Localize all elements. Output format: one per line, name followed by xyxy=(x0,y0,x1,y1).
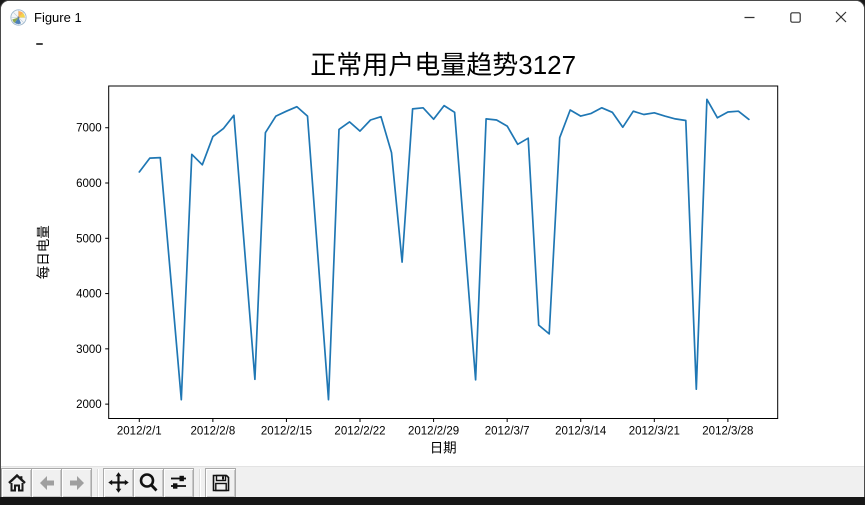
floppy-disk-icon xyxy=(212,474,229,491)
back-button[interactable] xyxy=(31,467,62,497)
navigation-toolbar xyxy=(1,466,864,497)
arrow-left-icon xyxy=(39,475,54,490)
forward-button[interactable] xyxy=(61,467,92,497)
x-tick-label: 2012/2/22 xyxy=(334,426,385,438)
minimize-icon xyxy=(744,16,754,18)
y-axis-label: 每日电量 xyxy=(36,225,51,279)
x-tick-label: 2012/2/29 xyxy=(408,426,459,438)
minimize-button[interactable] xyxy=(726,1,772,33)
x-tick-label: 2012/3/7 xyxy=(485,426,530,438)
x-tick-label: 2012/3/21 xyxy=(629,426,680,438)
figure-canvas: 2012/2/1 2012/2/8 2012/2/15 2012/2/22 2012/2… xyxy=(1,33,864,466)
matplotlib-logo-icon xyxy=(10,8,27,26)
y-tick-label: 3000 xyxy=(76,344,102,356)
save-button[interactable] xyxy=(205,467,236,497)
x-axis-label: 日期 xyxy=(430,441,457,456)
pan-button[interactable] xyxy=(103,467,134,497)
y-tick-label: 4000 xyxy=(76,289,102,301)
maximize-button[interactable] xyxy=(772,1,818,33)
close-button[interactable] xyxy=(818,1,864,33)
x-tick-label: 2012/3/28 xyxy=(702,426,753,438)
arrow-right-icon xyxy=(69,475,84,490)
close-icon xyxy=(835,11,847,23)
maximize-icon xyxy=(789,11,801,23)
data-series-line xyxy=(138,98,750,401)
x-tick-label: 2012/2/1 xyxy=(117,426,162,438)
x-tick-label: 2012/3/14 xyxy=(555,426,607,438)
sliders-icon xyxy=(171,475,186,489)
zoom-button[interactable] xyxy=(133,467,164,497)
x-tick-label: 2012/2/15 xyxy=(261,426,312,438)
magnifier-icon xyxy=(139,473,158,492)
y-tick-label: 7000 xyxy=(76,123,102,135)
artifact-dash xyxy=(36,43,43,45)
home-icon xyxy=(7,473,26,491)
toolbar-separator xyxy=(97,468,99,497)
axes-spines xyxy=(108,85,779,419)
y-tick-label: 2000 xyxy=(76,399,102,411)
move-icon xyxy=(108,472,129,493)
toolbar-separator xyxy=(199,468,201,497)
chart-title: 正常用户电量趋势3127 xyxy=(310,50,576,80)
x-tick-label: 2012/2/8 xyxy=(190,426,235,438)
line-chart: 2012/2/1 2012/2/8 2012/2/15 2012/2/22 2012/2… xyxy=(36,50,779,456)
window-bottom-edge xyxy=(0,497,865,505)
window-title: Figure 1 xyxy=(34,9,82,25)
configure-subplots-button[interactable] xyxy=(163,467,194,497)
y-tick-label: 6000 xyxy=(76,178,102,190)
title-bar[interactable]: Figure 1 xyxy=(1,1,864,33)
y-tick-label: 5000 xyxy=(76,233,102,245)
home-button[interactable] xyxy=(1,467,32,497)
